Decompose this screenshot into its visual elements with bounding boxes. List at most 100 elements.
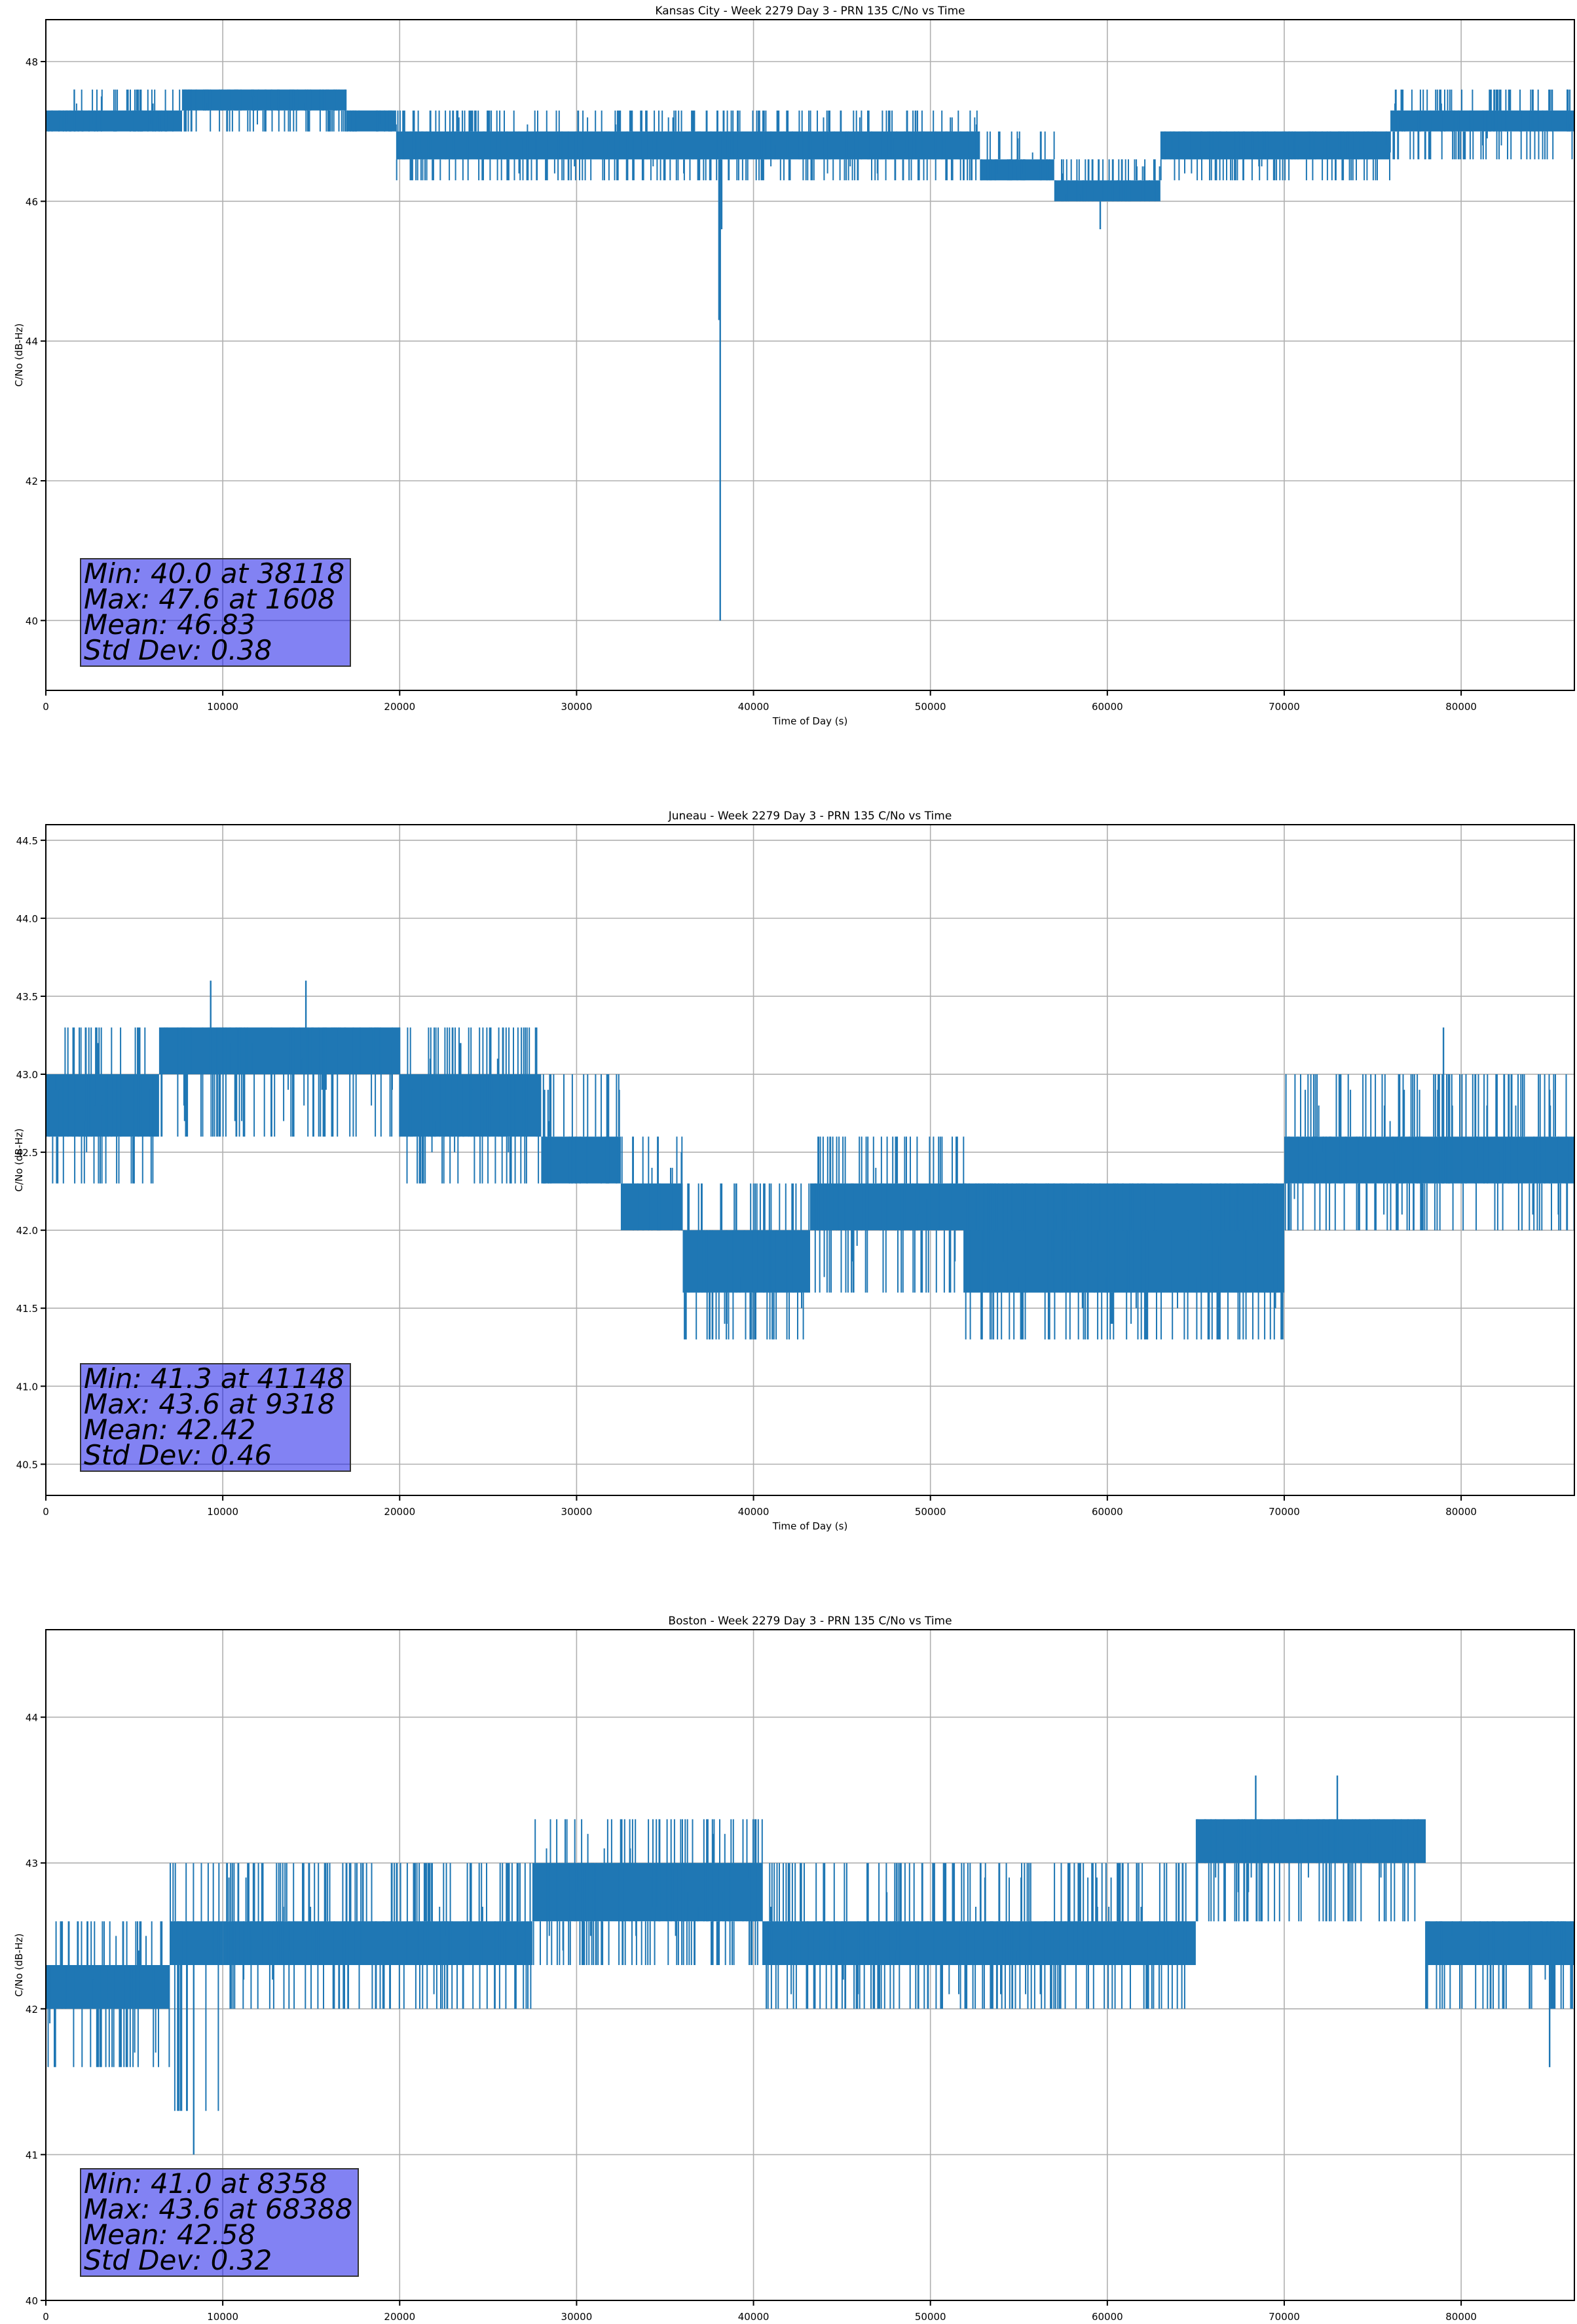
x-tick-label: 40000	[738, 1506, 770, 1518]
chart-title: Juneau - Week 2279 Day 3 - PRN 135 C/No …	[668, 810, 952, 823]
y-tick-label: 41.5	[16, 1303, 38, 1315]
signal-noise	[226, 1863, 532, 2009]
y-tick-label: 46	[26, 196, 38, 208]
stats-box: Min: 40.0 at 38118 Max: 47.6 at 1608 Mean:…	[80, 557, 352, 667]
y-tick-label: 43.5	[16, 991, 38, 1003]
x-tick-label: 80000	[1445, 701, 1477, 713]
y-tick-label: 42	[26, 476, 38, 487]
signal-noise	[399, 1027, 540, 1184]
signal-noise	[1284, 1074, 1575, 1231]
axes-frame	[45, 1629, 1575, 2301]
chart-title: Boston - Week 2279 Day 3 - PRN 135 C/No …	[668, 1615, 952, 1628]
signal-noise	[684, 1183, 810, 1340]
y-axis-label: C/No (dB-Hz)	[13, 1129, 25, 1192]
stats-line: Max: 47.6 at 1608	[84, 583, 335, 615]
stats-line: Max: 43.6 at 68388	[84, 2193, 353, 2225]
cno-series	[45, 981, 1575, 1340]
x-tick-label: 30000	[561, 701, 593, 713]
chart-panel-3: 0 10000 20000 30000 40000 50000 60000 70000 8000…	[13, 1615, 1575, 2323]
y-tick-label: 40	[26, 615, 38, 627]
signal-noise	[1195, 1819, 1419, 1922]
x-tick-label: 60000	[1092, 701, 1123, 713]
x-tick-label: 50000	[915, 1506, 946, 1518]
stats-line: Max: 43.6 at 9318	[84, 1388, 335, 1420]
axes-frame	[45, 824, 1575, 1496]
x-tick-label: 0	[43, 2311, 49, 2323]
y-tick-label: 48	[26, 56, 38, 68]
signal-noise	[48, 110, 71, 132]
stats-line: Mean: 46.83	[84, 609, 256, 641]
signal-band	[158, 1027, 400, 1075]
x-tick-label: 50000	[915, 2311, 946, 2323]
x-tick-label: 80000	[1445, 2311, 1477, 2323]
signal-noise	[160, 1027, 393, 1137]
signal-noise	[532, 1819, 763, 1965]
y-axis-label: C/No (dB-Hz)	[13, 324, 25, 387]
y-tick-label: 44.0	[16, 913, 38, 925]
signal-band	[1054, 180, 1160, 202]
signal-noise	[170, 1863, 220, 2111]
grid	[46, 20, 1574, 690]
signal-band	[182, 89, 347, 111]
grid	[46, 825, 1574, 1495]
x-tick-label: 20000	[384, 2311, 415, 2323]
stats-box: Min: 41.0 at 8358 Max: 43.6 at 68388 Mean:…	[80, 2167, 360, 2277]
signal-noise	[1054, 159, 1160, 202]
x-tick-label: 70000	[1269, 701, 1300, 713]
cno-series	[46, 1775, 1574, 2155]
stats-line: Min: 41.0 at 8358	[84, 2167, 327, 2200]
x-tick-label: 30000	[561, 2311, 593, 2323]
signal-noise	[47, 1921, 170, 2067]
signal-noise	[395, 110, 978, 181]
y-tick-label: 41	[26, 2149, 38, 2161]
x-tick-label: 70000	[1269, 1506, 1300, 1518]
signal-noise	[346, 110, 392, 132]
stats-line: Mean: 42.58	[84, 2219, 256, 2251]
x-tick-label: 40000	[738, 2311, 770, 2323]
x-tick-label: 60000	[1092, 1506, 1123, 1518]
x-tick-label: 0	[43, 701, 49, 713]
signal-noise	[181, 89, 346, 132]
chart-panel-1: 0 10000 20000 30000 40000 50000 60000 70000 8000…	[13, 5, 1575, 727]
y-tick-label: 42.0	[16, 1225, 38, 1237]
axes-frame	[45, 19, 1575, 691]
signal-noise	[766, 1863, 1187, 2009]
chart-panel-2: 0 10000 20000 30000 40000 50000 60000 70000 8000…	[13, 810, 1575, 1532]
x-axis-label: Time of Day (s)	[772, 1520, 848, 1532]
y-tick-label: 40.5	[16, 1459, 38, 1471]
y-axis-label: C/No (dB-Hz)	[13, 1934, 25, 1997]
signal-noise	[1392, 89, 1573, 160]
stats-box: Min: 41.3 at 41148 Max: 43.6 at 9318 Mean:…	[80, 1363, 352, 1472]
signal-band	[1426, 1921, 1574, 1965]
signal-band	[532, 1863, 763, 1922]
signal-noise	[1160, 131, 1391, 181]
y-tick-label: 43.0	[16, 1069, 38, 1081]
x-tick-label: 70000	[1269, 2311, 1300, 2323]
stats-line: Min: 40.0 at 38118	[84, 557, 345, 590]
y-tick-label: 42.5	[16, 1147, 38, 1159]
signal-noise	[980, 131, 1055, 181]
x-tick-label: 10000	[207, 1506, 238, 1518]
x-tick-label: 10000	[207, 701, 238, 713]
x-tick-label: 60000	[1092, 2311, 1123, 2323]
signal-band	[223, 1921, 532, 1965]
x-tick-label: 20000	[384, 701, 415, 713]
y-tick-label: 41.0	[16, 1381, 38, 1393]
signal-noise	[814, 1136, 966, 1293]
signal-band	[74, 110, 183, 132]
x-tick-label: 40000	[738, 701, 770, 713]
signal-noise	[1425, 1921, 1573, 2009]
y-tick-label: 42	[26, 2004, 38, 2015]
signal-band	[1195, 1819, 1426, 1864]
x-tick-label: 0	[43, 1506, 49, 1518]
cno-series	[46, 89, 1574, 621]
x-axis-label: Time of Day (s)	[772, 715, 848, 727]
chart-title: Kansas City - Week 2279 Day 3 - PRN 135 …	[655, 5, 965, 18]
x-tick-label: 10000	[207, 2311, 238, 2323]
signal-band	[810, 1183, 966, 1231]
x-tick-label: 20000	[384, 1506, 415, 1518]
stats-line: Mean: 42.42	[84, 1414, 256, 1446]
y-tick-label: 44	[26, 1712, 38, 1724]
stats-line: Std Dev: 0.46	[84, 1439, 272, 1471]
